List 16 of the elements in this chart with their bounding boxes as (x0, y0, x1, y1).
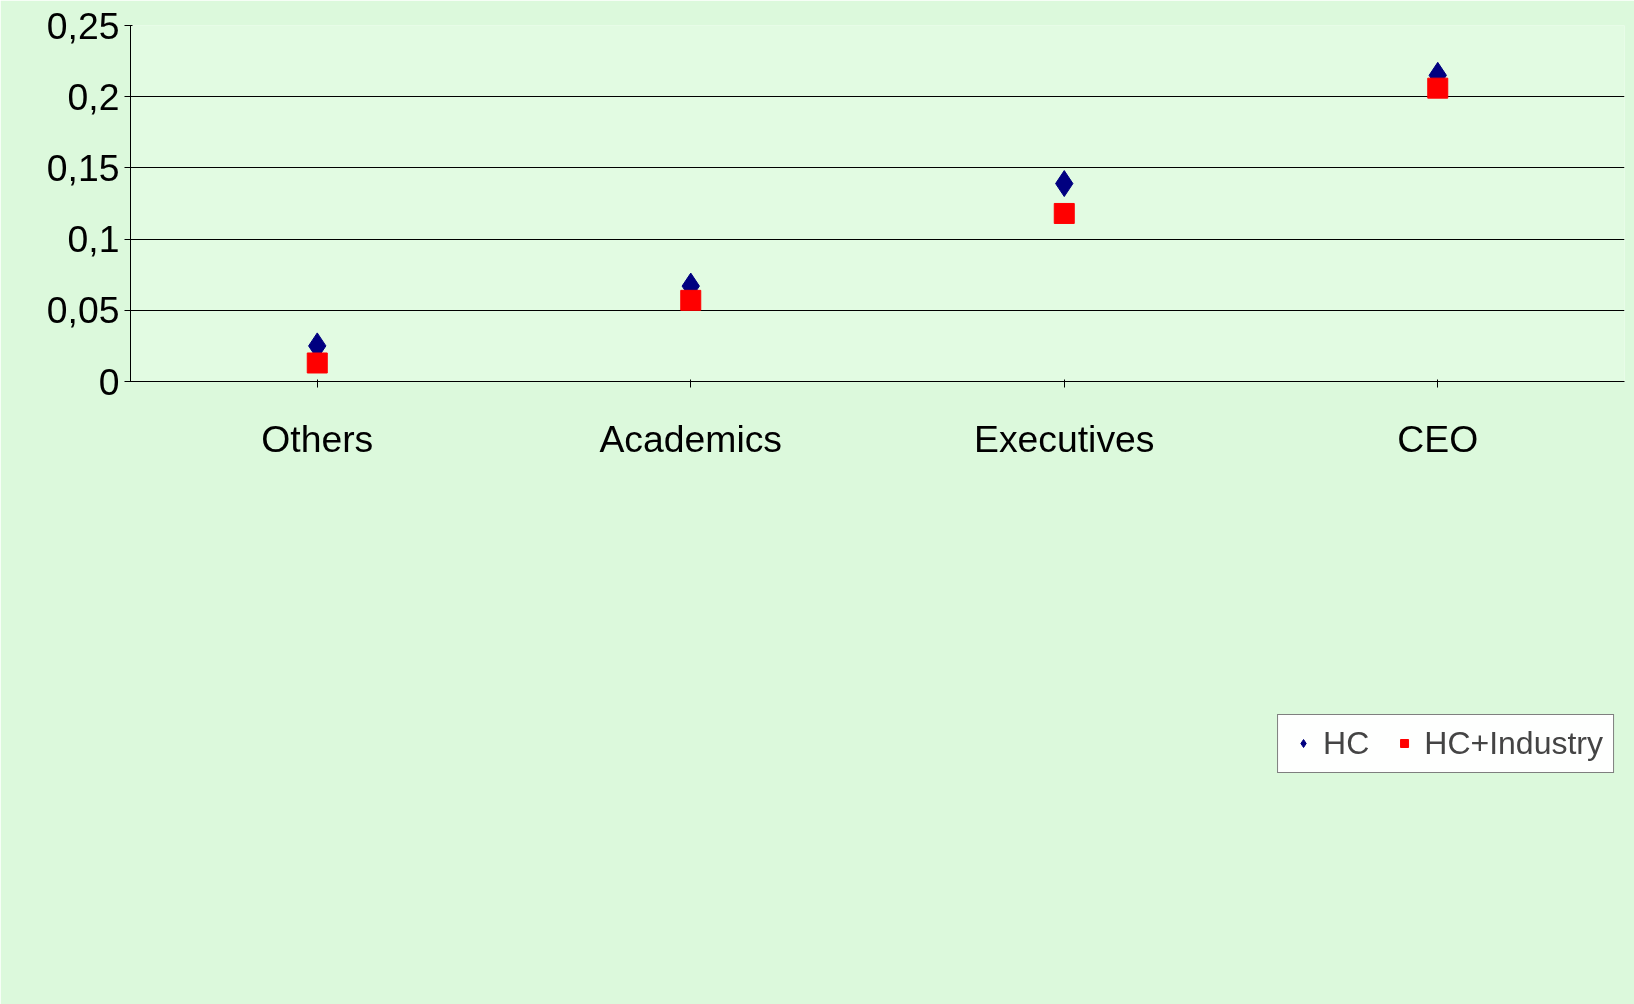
point (1427, 77, 1449, 99)
y-tick-label: 0,25 (46, 4, 120, 47)
y-tick-label: 0,2 (67, 75, 120, 118)
y-tick-label: 0,05 (46, 289, 120, 332)
y-tick-label: 0,1 (67, 218, 120, 261)
point (1053, 202, 1075, 224)
legend-label: HC+Industry (1424, 724, 1603, 762)
point (306, 352, 328, 374)
y-tick-label: 0,15 (46, 146, 120, 189)
x-tick-label: CEO (1397, 417, 1479, 460)
x-tick-label: Academics (599, 417, 783, 460)
x-tick-label: Executives (974, 417, 1155, 460)
legend-label: HC (1323, 724, 1370, 762)
x-tick-label: Others (261, 417, 374, 460)
y-tick-label: 0 (98, 360, 120, 403)
point (680, 289, 702, 311)
